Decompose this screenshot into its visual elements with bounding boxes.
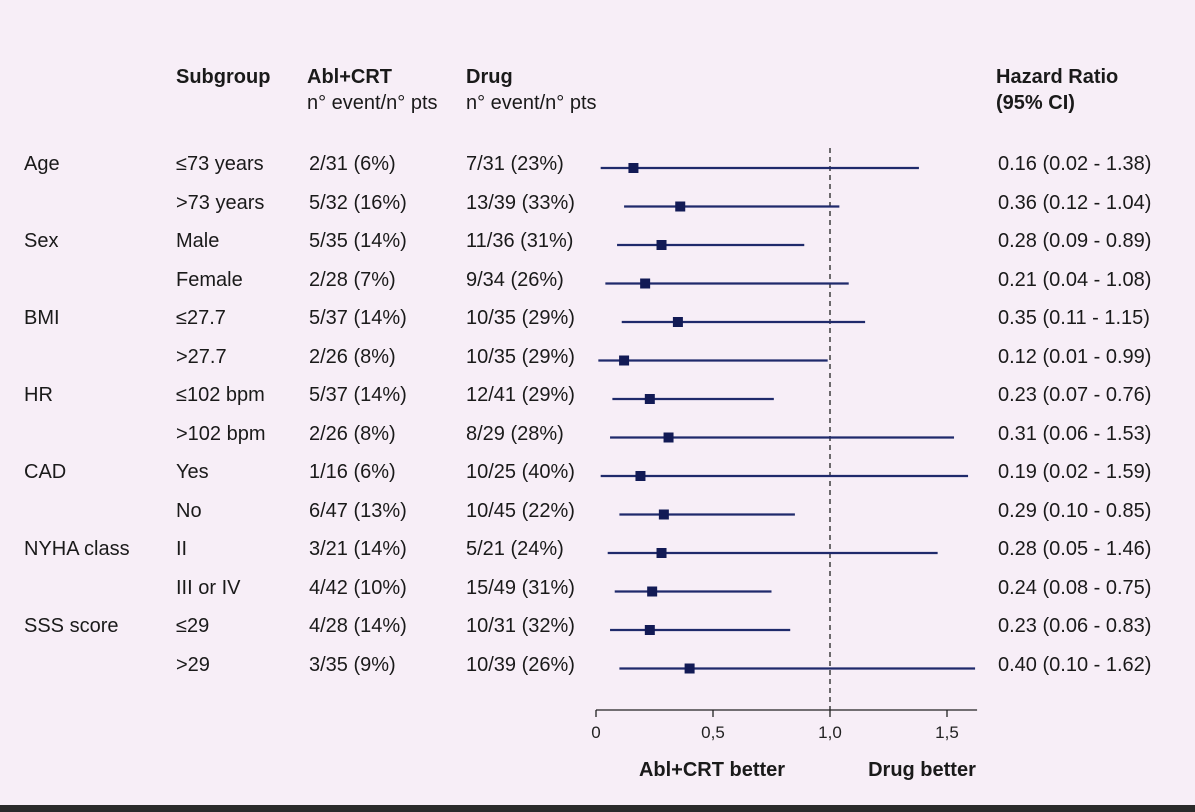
header-hr-subtitle: (95% CI) (996, 92, 1075, 114)
label-abl-better: Abl+CRT better (639, 759, 785, 781)
drug-events: 10/45 (22%) (466, 499, 575, 522)
x-tick-label: 1,0 (818, 723, 842, 742)
drug-events: 10/31 (32%) (466, 615, 575, 637)
subgroup-label: Yes (176, 461, 209, 483)
group-label: Sex (24, 230, 59, 252)
abl-events: 5/35 (14%) (309, 230, 407, 252)
subgroup-label: ≤27.7 (176, 307, 226, 329)
drug-events: 13/39 (33%) (466, 191, 575, 214)
header-drug-subtitle: n° event/n° pts (466, 92, 597, 114)
abl-events: 5/37 (14%) (309, 307, 407, 329)
header-subgroup-title: Subgroup (176, 66, 271, 88)
hr-marker (672, 317, 683, 327)
hazard-ratio-value: 0.12 (0.01 - 0.99) (998, 345, 1152, 368)
subgroup-label: >73 years (176, 191, 265, 214)
label-drug-better: Drug better (868, 759, 976, 781)
hr-marker (644, 625, 655, 635)
group-label: BMI (24, 307, 60, 329)
drug-events: 15/49 (31%) (466, 576, 575, 599)
abl-events: 1/16 (6%) (309, 461, 396, 483)
subgroup-label: II (176, 538, 188, 560)
subgroup-label: >102 bpm (176, 422, 266, 445)
abl-events: 6/47 (13%) (309, 499, 407, 522)
group-label: CAD (24, 461, 67, 483)
drug-events: 11/36 (31%) (466, 230, 574, 252)
drug-events: 12/41 (29%) (466, 384, 575, 406)
hr-marker (628, 163, 639, 173)
abl-events: 2/31 (6%) (309, 153, 396, 175)
hazard-ratio-value: 0.31 (0.06 - 1.53) (998, 422, 1152, 445)
subgroup-label: Female (176, 268, 243, 291)
hazard-ratio-value: 0.23 (0.06 - 0.83) (998, 615, 1152, 637)
header-drug-title: Drug (466, 66, 513, 88)
abl-events: 4/42 (10%) (309, 576, 407, 599)
abl-events: 4/28 (14%) (309, 615, 407, 637)
drug-events: 7/31 (23%) (466, 153, 564, 175)
subgroup-label: III or IV (176, 576, 241, 599)
subgroup-label: ≤73 years (176, 153, 264, 175)
group-label: NYHA class (24, 538, 130, 560)
bottom-edge-bar (0, 805, 1195, 812)
abl-events: 5/32 (16%) (309, 191, 407, 214)
abl-events: 2/26 (8%) (309, 422, 396, 445)
hr-marker (635, 471, 646, 481)
hr-marker (647, 586, 658, 597)
subgroup-label: ≤102 bpm (176, 384, 265, 406)
abl-events: 2/26 (8%) (309, 345, 396, 368)
hazard-ratio-value: 0.21 (0.04 - 1.08) (998, 268, 1152, 291)
drug-events: 8/29 (28%) (466, 422, 564, 445)
drug-events: 10/35 (29%) (466, 345, 575, 368)
header-subgroup: Subgroup (176, 64, 270, 90)
hr-marker (656, 240, 667, 250)
hr-marker (640, 278, 651, 289)
hazard-ratio-value: 0.23 (0.07 - 0.76) (998, 384, 1152, 406)
header-hr-title: Hazard Ratio (996, 66, 1119, 88)
abl-events: 5/37 (14%) (309, 384, 407, 406)
hazard-ratio-value: 0.40 (0.10 - 1.62) (998, 653, 1152, 676)
header-abl-title: Abl+CRT (307, 66, 392, 88)
header-hazard-ratio: Hazard Ratio (95% CI) (996, 64, 1118, 116)
subgroup-label: >27.7 (176, 345, 227, 368)
hazard-ratio-value: 0.19 (0.02 - 1.59) (998, 461, 1152, 483)
hr-marker (684, 663, 695, 674)
x-tick-label: 0,5 (701, 723, 725, 742)
subgroup-label: ≤29 (176, 615, 210, 637)
drug-events: 10/35 (29%) (466, 307, 575, 329)
hr-marker (644, 394, 655, 404)
drug-events: 5/21 (24%) (466, 538, 564, 560)
hazard-ratio-value: 0.29 (0.10 - 0.85) (998, 499, 1152, 522)
subgroup-label: No (176, 499, 202, 522)
drug-events: 10/39 (26%) (466, 653, 575, 676)
abl-events: 3/21 (14%) (309, 538, 407, 560)
group-label: SSS score (24, 615, 119, 637)
header-drug: Drug n° event/n° pts (466, 64, 597, 116)
hazard-ratio-value: 0.28 (0.05 - 1.46) (998, 538, 1152, 560)
hr-marker (663, 432, 674, 443)
header-abl-subtitle: n° event/n° pts (307, 92, 438, 114)
hr-marker (656, 548, 667, 558)
hr-marker (675, 201, 686, 212)
hazard-ratio-value: 0.16 (0.02 - 1.38) (998, 153, 1152, 175)
hazard-ratio-value: 0.36 (0.12 - 1.04) (998, 191, 1152, 214)
hazard-ratio-value: 0.24 (0.08 - 0.75) (998, 576, 1152, 599)
hazard-ratio-value: 0.28 (0.09 - 0.89) (998, 230, 1152, 252)
group-label: HR (24, 384, 53, 406)
abl-events: 2/28 (7%) (309, 268, 396, 291)
header-abl: Abl+CRT n° event/n° pts (307, 64, 438, 116)
hazard-ratio-value: 0.35 (0.11 - 1.15) (998, 307, 1150, 329)
hr-marker (658, 509, 669, 520)
group-label: Age (24, 153, 60, 175)
drug-events: 9/34 (26%) (466, 268, 564, 291)
abl-events: 3/35 (9%) (309, 653, 396, 676)
subgroup-label: Male (176, 230, 220, 252)
x-tick-label: 1,5 (935, 723, 959, 742)
x-tick-label: 0 (591, 723, 600, 742)
subgroup-label: >29 (176, 653, 210, 676)
hr-marker (619, 355, 630, 366)
drug-events: 10/25 (40%) (466, 461, 575, 483)
